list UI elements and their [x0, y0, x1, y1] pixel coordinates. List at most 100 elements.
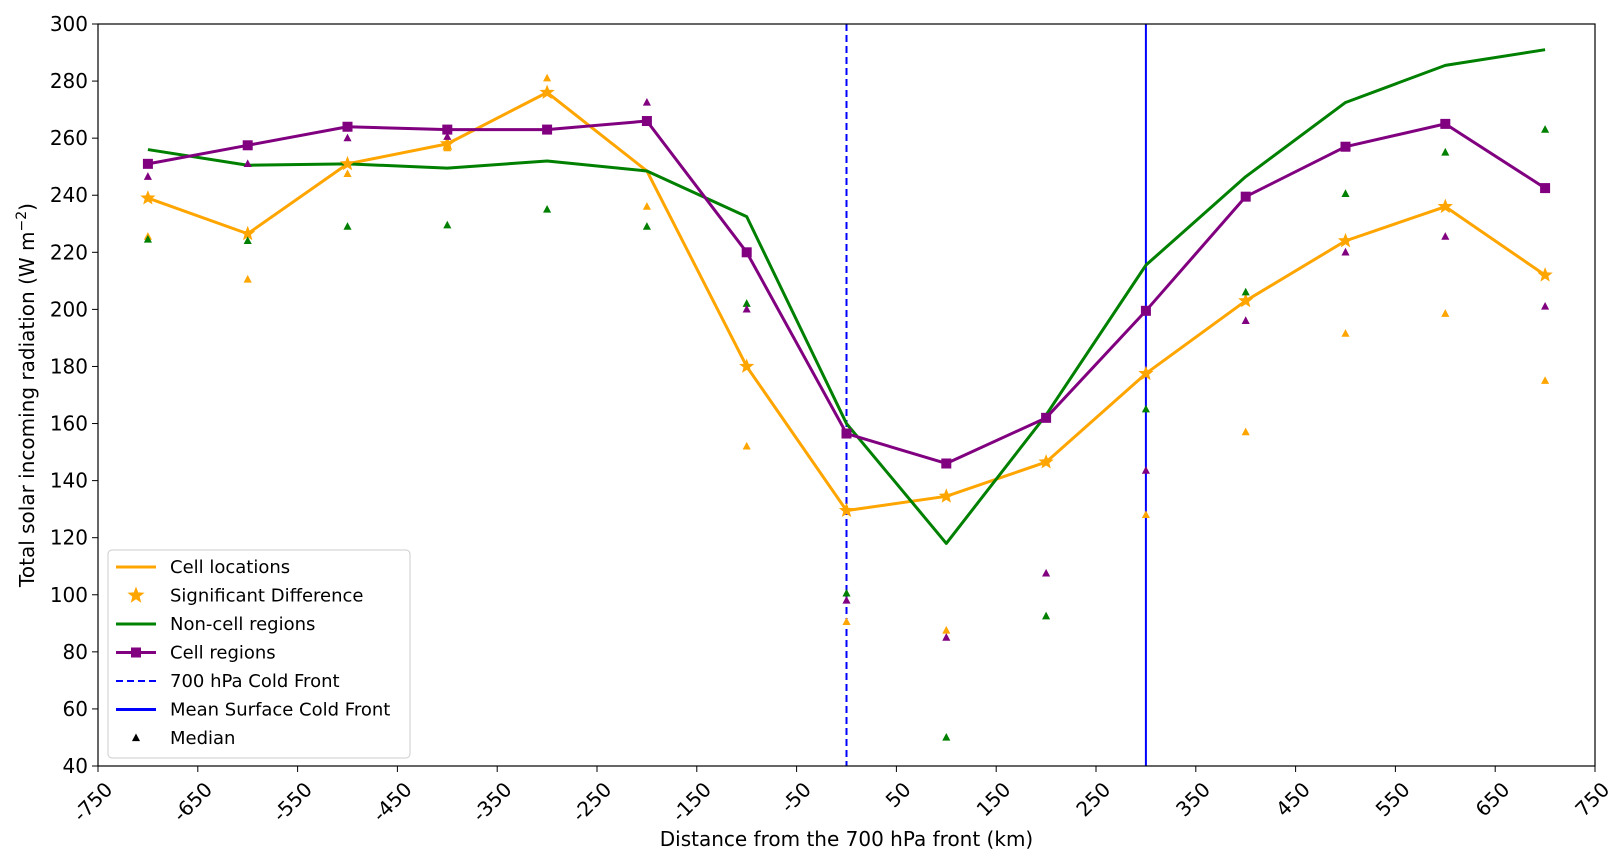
median-marker [1441, 309, 1450, 317]
median-marker [642, 202, 651, 210]
significant-difference-star [1337, 232, 1354, 248]
median-marker [243, 159, 252, 167]
median-marker [1341, 189, 1350, 197]
significant-difference-star [1537, 267, 1553, 282]
y-tick-label: 180 [50, 354, 88, 378]
legend-swatch-cell-regions-marker [131, 647, 141, 658]
point-cell-regions [741, 247, 752, 258]
y-tick-label: 160 [50, 412, 88, 436]
x-tick-label: 350 [1171, 777, 1215, 821]
y-tick-label: 220 [50, 240, 88, 264]
median-marker [942, 633, 951, 641]
point-cell-regions [142, 158, 153, 169]
median-marker [842, 588, 851, 597]
legend-label: Cell locations [170, 557, 290, 578]
point-cell-regions [641, 116, 652, 127]
median-marker [1241, 316, 1250, 324]
median-marker [1541, 376, 1550, 384]
median-marker [1141, 510, 1150, 519]
median-marker [1241, 427, 1250, 436]
y-tick-label: 60 [63, 697, 88, 721]
median-marker [642, 97, 651, 106]
median-marker [543, 205, 552, 213]
x-tick-label: -250 [567, 777, 616, 826]
legend-label: Non-cell regions [170, 614, 315, 635]
significant-difference-star [140, 190, 156, 205]
y-tick-label: 120 [50, 526, 88, 550]
median-marker [1441, 147, 1450, 156]
median-marker [742, 441, 751, 450]
median-marker [942, 732, 951, 741]
axes-frame [97, 23, 1596, 767]
median-marker [1042, 568, 1051, 577]
median-marker [543, 73, 552, 82]
y-tick-label: 240 [50, 183, 88, 207]
point-cell-regions [442, 124, 453, 135]
x-tick-label: 650 [1471, 777, 1515, 821]
x-tick-label: 50 [881, 777, 916, 812]
y-tick-label: 80 [63, 640, 88, 664]
significant-difference-star [539, 84, 555, 99]
median-marker [343, 169, 352, 177]
y-tick-label: 100 [50, 583, 88, 607]
median-marker [1541, 125, 1550, 133]
median-marker [1341, 247, 1350, 256]
x-tick-label: -450 [368, 777, 417, 826]
x-tick-label: 250 [1071, 777, 1115, 821]
median-marker [143, 234, 152, 243]
point-cell-regions [1240, 191, 1251, 202]
point-cell-regions [242, 140, 253, 151]
significant-difference-star [739, 358, 755, 373]
point-cell-regions [542, 124, 553, 135]
significant-difference-star [938, 488, 954, 503]
median-marker [443, 143, 452, 152]
median-marker [243, 236, 252, 245]
legend-swatch-significant-difference [127, 586, 145, 603]
x-tick-label: 150 [972, 777, 1016, 821]
median-marker [942, 625, 951, 634]
median-marker [443, 220, 452, 229]
median-marker [343, 133, 352, 142]
median-marker [1042, 611, 1051, 620]
significant-difference-star [838, 502, 855, 518]
legend-box [107, 549, 411, 759]
y-tick-label: 260 [50, 126, 88, 150]
y-tick-label: 140 [50, 469, 88, 493]
median-marker [842, 595, 851, 604]
x-tick-label: -150 [667, 777, 716, 826]
plot-inner [140, 24, 1553, 766]
x-tick-label: 750 [1570, 777, 1614, 821]
median-marker [443, 132, 452, 140]
legend: Cell locations Significant Difference Non-… [107, 549, 411, 759]
point-cell-regions [1540, 183, 1551, 194]
plot-area [97, 23, 1596, 767]
x-tick-label: -650 [168, 777, 217, 826]
significant-difference-star [1038, 454, 1054, 469]
y-tick-label: 280 [50, 69, 88, 93]
point-cell-regions [342, 121, 353, 132]
series-line-non-cell-regions [147, 48, 1546, 545]
y-tick-label: 300 [50, 12, 88, 36]
point-cell-regions [1340, 141, 1351, 152]
y-axis-label: Total solar incoming radiation (W m−2) [14, 203, 39, 588]
median-marker [1141, 404, 1150, 413]
legend-label: 700 hPa Cold Front [170, 671, 340, 692]
legend-label: Mean Surface Cold Front [170, 700, 390, 721]
median-marker [143, 172, 152, 180]
median-marker [1141, 466, 1150, 474]
median-marker [343, 222, 352, 230]
significant-difference-star [439, 135, 455, 151]
median-marker [1541, 302, 1550, 310]
x-tick-label: -750 [68, 777, 117, 826]
y-tick-label: 200 [50, 297, 88, 321]
median-marker [243, 274, 252, 283]
x-tick-label: -550 [268, 777, 317, 826]
median-marker [1341, 329, 1350, 337]
y-tick-label: 40 [63, 754, 88, 778]
legend-label: Median [170, 728, 235, 749]
median-marker [842, 617, 851, 626]
significant-difference-star [240, 225, 256, 241]
point-cell-regions [1440, 118, 1451, 129]
legend-swatch-median [131, 733, 141, 742]
